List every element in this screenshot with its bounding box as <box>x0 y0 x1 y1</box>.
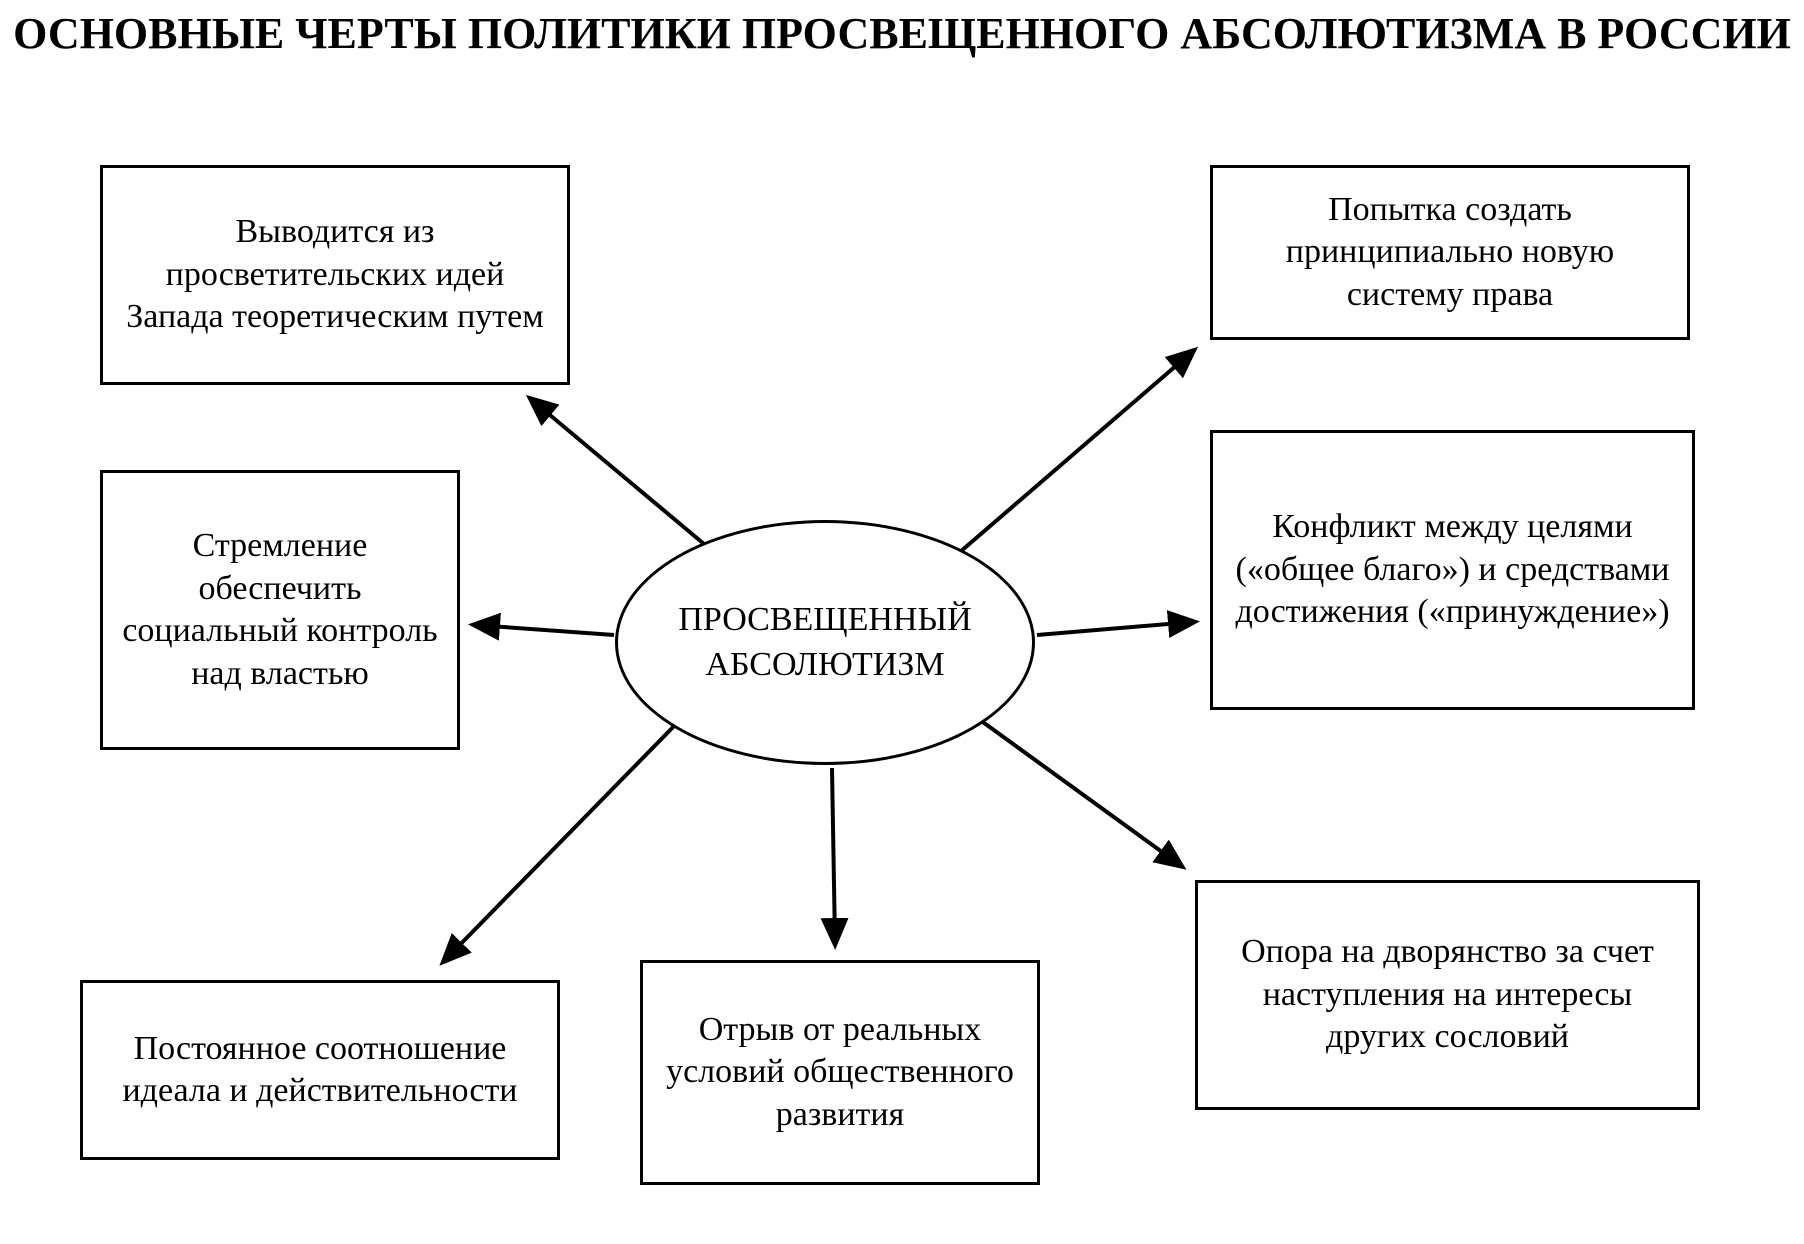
arrow-to-top-left <box>532 400 710 549</box>
node-top-right: Попытка создать принципиально новую сист… <box>1210 165 1690 340</box>
center-node-label: ПРОСВЕЩЕННЫЙ АБСОЛЮТИЗМ <box>618 598 1032 686</box>
node-label: Выводится из просветительских идей Запад… <box>121 211 549 339</box>
node-mid-left: Стремление обеспечить социальный контрол… <box>100 470 460 750</box>
center-node: ПРОСВЕЩЕННЫЙ АБСОЛЮТИЗМ <box>615 520 1035 765</box>
arrow-to-mid-left <box>476 625 614 635</box>
node-label: Конфликт между целями («общее благо») и … <box>1231 506 1674 634</box>
node-top-left: Выводится из просветительских идей Запад… <box>100 165 570 385</box>
node-label: Стремление обеспечить социальный контрол… <box>121 525 439 695</box>
arrow-to-mid-right <box>1037 622 1192 635</box>
node-bottom-left: Постоянное соотношение идеала и действит… <box>80 980 560 1160</box>
diagram-title: ОСНОВНЫЕ ЧЕРТЫ ПОЛИТИКИ ПРОСВЕЩЕННОГО АБ… <box>0 8 1804 61</box>
arrow-to-bottom-left <box>445 720 680 960</box>
node-label: Постоянное соотношение идеала и действит… <box>101 1028 539 1113</box>
node-label: Попытка создать принципиально новую сист… <box>1231 189 1669 317</box>
node-label: Отрыв от реальных условий общественного … <box>661 1009 1019 1137</box>
node-mid-right: Конфликт между целями («общее благо») и … <box>1210 430 1695 710</box>
arrow-to-top-right <box>960 352 1192 552</box>
arrow-to-bottom-mid <box>832 768 835 942</box>
node-bottom-right: Опора на дворянство за счет наступления … <box>1195 880 1700 1110</box>
node-bottom-mid: Отрыв от реальных условий общественного … <box>640 960 1040 1185</box>
node-label: Опора на дворянство за счет наступления … <box>1216 931 1679 1059</box>
arrow-to-bottom-right <box>980 720 1180 865</box>
